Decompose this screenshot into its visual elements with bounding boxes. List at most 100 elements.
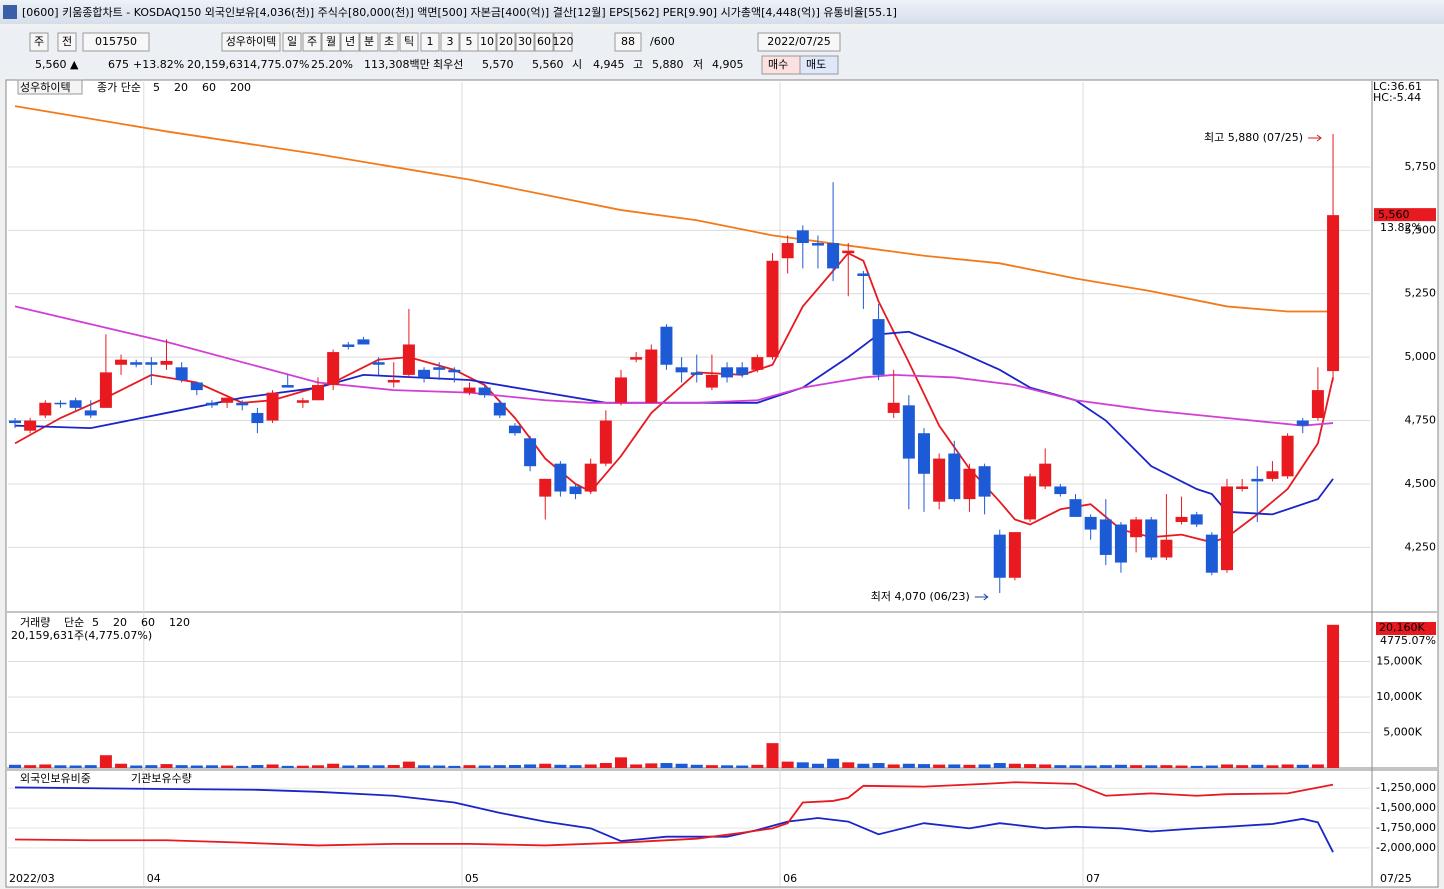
legend-entry: 외국인보유비중 [20,772,91,785]
candle-body [312,385,324,401]
y-tick-label: 5,000K [1383,725,1422,738]
toolbar-label[interactable]: 성우하이텍 [226,34,277,48]
toolbar-button[interactable] [553,32,573,52]
volume-bar [796,762,809,768]
candle-body [963,468,976,500]
toolbar-label[interactable]: 3 [447,35,454,48]
info-value: 5,570 [482,58,514,71]
toolbar-button[interactable] [614,32,642,52]
toolbar-button[interactable] [359,32,379,52]
candle-body [115,359,128,365]
annotation-arrow [974,593,989,601]
toolbar-button[interactable] [57,32,77,52]
candle-body [1311,390,1324,419]
toolbar-button[interactable] [82,32,150,52]
volume-bar [524,764,537,768]
toolbar-button[interactable] [302,32,322,52]
order-button[interactable] [799,55,839,75]
volume-bar [236,765,249,768]
candle-body [433,367,446,370]
candle-body [766,260,779,358]
toolbar-button[interactable] [757,32,841,52]
x-tick-label: 07 [1086,872,1100,885]
legend-entry: 단순 [64,616,84,629]
toolbar-button[interactable] [420,32,440,52]
volume-bar [948,764,961,768]
toolbar-label[interactable]: 초 [384,35,394,48]
volume-bar [205,765,218,768]
toolbar-label[interactable]: 월 [326,35,336,48]
volume-bar [99,755,112,768]
toolbar-button[interactable] [477,32,497,52]
candle-body [918,433,930,474]
candle-body [1054,486,1067,495]
toolbar-label[interactable]: /600 [650,35,675,48]
candle-body [342,344,355,347]
volume-bar [705,765,718,768]
toolbar-label[interactable]: 015750 [95,35,137,48]
toolbar-label[interactable]: 88 [621,35,635,48]
candle-body [1175,516,1188,522]
info-value: 20,159,631 [187,58,250,71]
toolbar-label[interactable]: 분 [364,35,374,48]
moving-average-line [14,305,1334,427]
toolbar-label[interactable]: 년 [345,35,355,48]
y-tick-label: 5,500 [1405,223,1437,236]
toolbar-button[interactable] [340,32,360,52]
toolbar-label[interactable]: 60 [537,35,551,48]
volume-bar [1175,765,1188,768]
toolbar-button[interactable] [496,32,516,52]
toolbar-label[interactable]: 전 [62,35,72,48]
x-tick-label: 05 [465,872,479,885]
candle-body [1221,486,1233,571]
toolbar-button[interactable] [29,32,49,52]
info-value[interactable]: 매도 [806,58,826,71]
candle-body [236,402,249,406]
toolbar-label[interactable]: 주 [307,35,317,48]
volume-bar [266,764,279,768]
toolbar-label[interactable]: 틱 [404,35,414,48]
toolbar-button[interactable] [534,32,554,52]
toolbar-label[interactable]: 일 [287,34,297,48]
volume-bar [766,743,779,768]
toolbar-label[interactable]: 20 [499,35,513,48]
toolbar-button[interactable] [440,32,460,52]
toolbar-label[interactable]: 1 [427,35,434,48]
volume-bar [433,765,446,768]
info-value[interactable]: 매수 [768,58,788,71]
annotation: 최저 4,070 (06/23) [871,590,970,603]
toolbar-label[interactable]: 30 [518,35,532,48]
candle-body [130,362,143,365]
axis-info: LC:36.61 [1373,80,1422,93]
candle-body [175,367,188,380]
y-tick-label: -1,250,000 [1376,781,1436,794]
toolbar-button[interactable] [221,32,281,52]
x-tick-label: 06 [783,872,797,885]
toolbar-button[interactable] [399,32,419,52]
candle-body [357,339,370,345]
candle-body [690,372,703,375]
toolbar-label[interactable]: 10 [480,35,494,48]
toolbar-label[interactable]: 5 [466,35,473,48]
candle-body [781,243,794,259]
toolbar-button[interactable] [321,32,341,52]
volume-bar [599,763,612,768]
volume-bar [448,765,461,768]
toolbar-label[interactable]: 120 [553,35,574,48]
candle-body [1205,534,1218,573]
toolbar-button[interactable] [282,32,302,52]
toolbar-button[interactable] [379,32,399,52]
toolbar-button[interactable] [515,32,535,52]
candle-body [554,463,567,492]
volume-bar [751,764,764,768]
info-value: 675 [108,58,129,71]
candle-body [1160,539,1173,558]
volume-bar [478,765,491,768]
toolbar-label[interactable]: 2022/07/25 [767,35,830,48]
volume-bar [1039,764,1052,768]
toolbar-label[interactable]: 주 [34,35,44,48]
legend-entry: 60 [141,616,155,629]
candle-body [418,369,431,378]
volume-bar [372,765,385,768]
info-value: 5,880 [652,58,684,71]
